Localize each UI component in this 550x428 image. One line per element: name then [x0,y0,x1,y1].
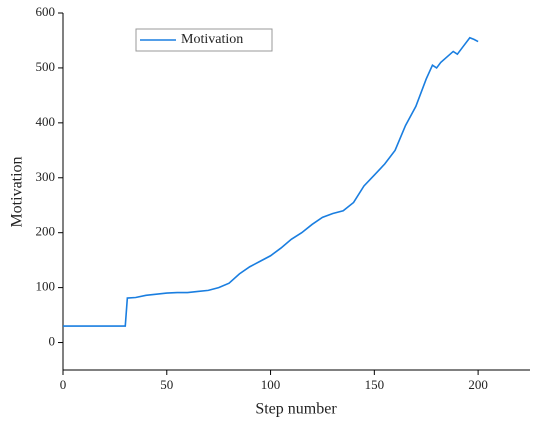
y-tick-label: 400 [36,114,56,129]
legend-box [135,28,273,52]
x-tick-label: 50 [160,377,173,392]
y-tick-label: 200 [36,224,56,239]
y-axis-label: Motivation [9,156,26,227]
x-tick-label: 150 [365,377,385,392]
data-line [63,36,479,327]
x-axis-label: Step number [255,401,337,418]
legend-label: Motivation [181,32,243,47]
y-tick-label: 300 [36,169,56,184]
x-tick-label: 100 [261,377,281,392]
y-tick-label: 0 [49,334,56,349]
y-tick-label: 600 [36,4,56,19]
y-tick-label: 500 [36,59,56,74]
y-tick-label: 100 [36,279,56,294]
x-tick-label: 0 [60,377,67,392]
x-tick-label: 200 [468,377,488,392]
